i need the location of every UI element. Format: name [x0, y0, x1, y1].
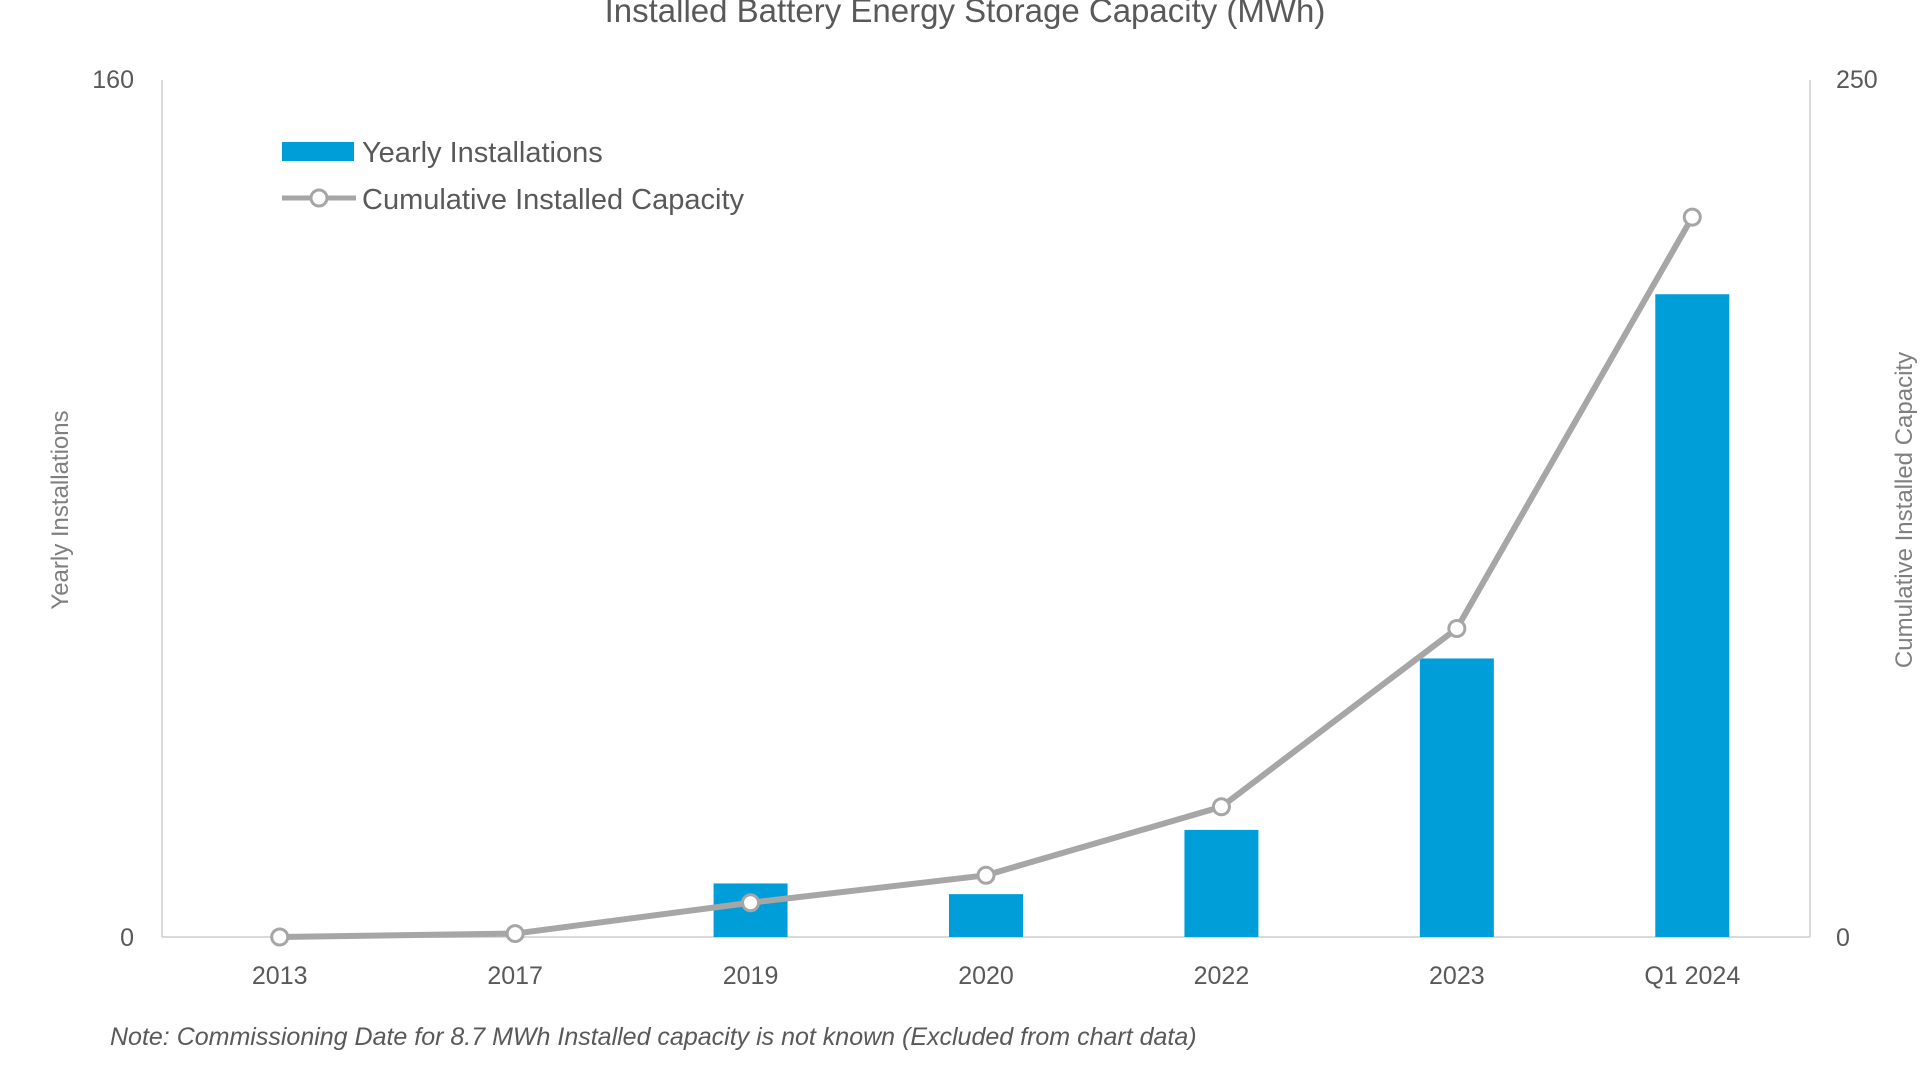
- y-axis-label-right: Cumulative Installed Capacity: [1891, 352, 1918, 668]
- cumulative-point-2020: [976, 865, 996, 885]
- x-tick-q1-2024: Q1 2024: [1644, 962, 1740, 990]
- x-tick-2017: 2017: [487, 962, 543, 990]
- x-tick-2013: 2013: [252, 962, 308, 990]
- bar-series: [713, 294, 1730, 937]
- cumulative-point-q1-2024: [1682, 207, 1702, 227]
- x-tick-2023: 2023: [1429, 962, 1485, 990]
- x-tick-2022: 2022: [1194, 962, 1250, 990]
- line-series: [270, 207, 1702, 947]
- y-axis-label-left: Yearly Installations: [47, 410, 74, 609]
- cumulative-point-2022: [1211, 797, 1231, 817]
- bar-2020: [949, 894, 1023, 937]
- legend: Yearly Installations Cumulative Installe…: [282, 137, 745, 216]
- bar-2022: [1184, 829, 1259, 937]
- cumulative-point-2017: [505, 924, 525, 944]
- x-axis-ticks: 2013 2017 2019 2020 2022 2023 Q1 2024: [252, 962, 1740, 990]
- x-tick-2019: 2019: [723, 962, 779, 990]
- legend-bar-swatch: [282, 142, 354, 161]
- legend-line-marker: [309, 188, 329, 208]
- cumulative-point-2023: [1447, 618, 1467, 638]
- cumulative-point-2019: [741, 893, 761, 913]
- y-tick-left-max: 160: [92, 66, 134, 94]
- legend-label-yearly: Yearly Installations: [362, 137, 603, 169]
- y-tick-right-max: 250: [1836, 66, 1878, 94]
- x-tick-2020: 2020: [958, 962, 1014, 990]
- chart-note: Note: Commissioning Date for 8.7 MWh Ins…: [110, 1023, 1197, 1051]
- legend-label-cumulative: Cumulative Installed Capacity: [362, 184, 745, 216]
- bar-q1-2024: [1655, 294, 1730, 937]
- chart-title: Installed Battery Energy Storage Capacit…: [605, 0, 1326, 29]
- bar-2023: [1419, 658, 1494, 937]
- y-tick-left-min: 0: [120, 924, 134, 952]
- y-tick-right-min: 0: [1836, 924, 1850, 952]
- y-axis-ticks: 160 0 250 0: [92, 66, 1877, 952]
- cumulative-point-2013: [270, 927, 290, 947]
